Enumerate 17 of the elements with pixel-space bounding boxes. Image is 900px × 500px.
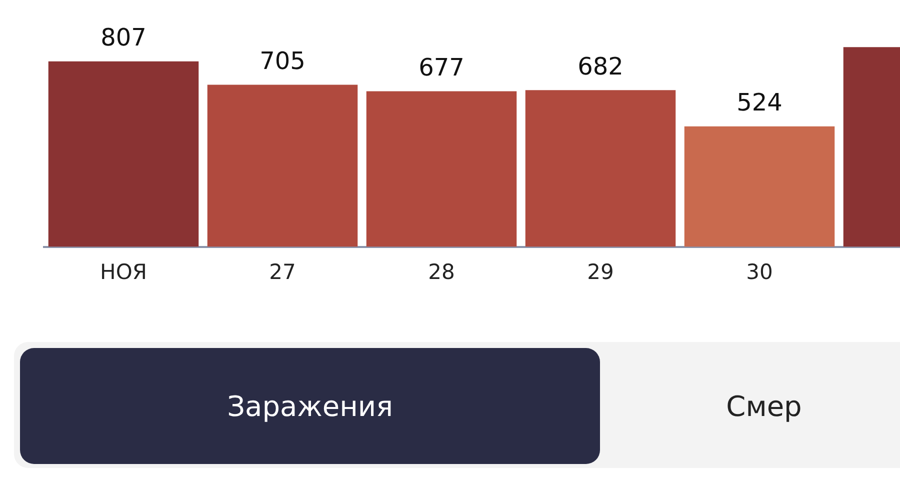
x-tick-label: НОЯ (100, 260, 147, 284)
x-tick-label: 28 (428, 260, 455, 284)
data-label: 705 (260, 47, 306, 76)
bar (684, 126, 835, 247)
x-tick-label: 27 (269, 260, 296, 284)
bar (48, 61, 199, 247)
bar (366, 91, 517, 247)
data-label: 682 (578, 52, 624, 80)
x-tick-label: 30 (746, 260, 773, 284)
bar (207, 84, 358, 247)
data-label: 524 (736, 88, 782, 117)
data-label: 677 (418, 53, 464, 82)
text: Заражения (20, 348, 600, 464)
text: Смер (725, 388, 803, 424)
data-label: 807 (100, 24, 146, 52)
bar (525, 90, 676, 247)
x-tick-label: 29 (587, 260, 614, 284)
